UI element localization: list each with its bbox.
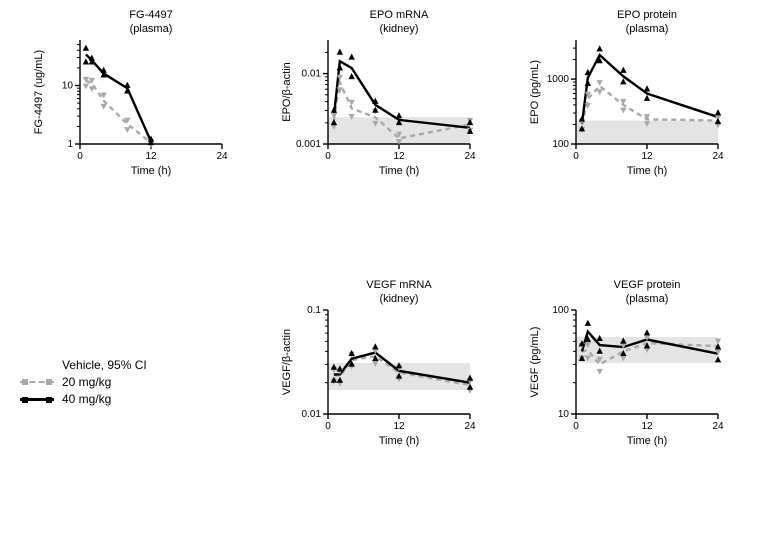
svg-text:EPO mRNA: EPO mRNA [370, 9, 429, 21]
svg-text:12: 12 [641, 151, 653, 162]
svg-text:0.1: 0.1 [307, 305, 321, 316]
svg-text:100: 100 [552, 139, 569, 150]
legend-item-40: 40 mg/kg [20, 392, 147, 406]
svg-text:0: 0 [325, 151, 331, 162]
panel-epo_mrna: 0 12 24 0.001 0.01 EPO mRNA (kidney) Time (h) EP… [276, 6, 476, 178]
legend-swatch-40 [20, 392, 54, 406]
legend-label-40: 40 mg/kg [62, 392, 111, 406]
legend-item-20: 20 mg/kg [20, 375, 147, 389]
svg-text:10: 10 [558, 409, 570, 420]
svg-text:EPO/β-actin: EPO/β-actin [281, 62, 293, 122]
legend-label-vehicle: Vehicle, 95% CI [62, 358, 147, 372]
panel-vegf_mrna: 0 12 24 0.01 0.1 VEGF mRNA (kidney) Time (h) VEG… [276, 276, 476, 448]
svg-text:1000: 1000 [547, 74, 570, 85]
svg-text:100: 100 [552, 305, 569, 316]
svg-text:(kidney): (kidney) [379, 23, 418, 35]
svg-text:(kidney): (kidney) [379, 293, 418, 305]
svg-text:10: 10 [62, 81, 74, 92]
svg-text:Time (h): Time (h) [131, 165, 172, 177]
panel-fg4497: 0 12 24 1 10 FG-4497 (plasma) Time (h) FG-4497 (… [28, 6, 228, 178]
svg-text:12: 12 [145, 151, 157, 162]
svg-text:24: 24 [712, 151, 724, 162]
svg-text:VEGF/β-actin: VEGF/β-actin [281, 329, 293, 395]
svg-text:(plasma): (plasma) [626, 23, 669, 35]
svg-text:(plasma): (plasma) [130, 23, 173, 35]
svg-text:12: 12 [641, 421, 653, 432]
svg-text:0: 0 [325, 421, 331, 432]
svg-text:24: 24 [464, 151, 476, 162]
svg-text:EPO (pg/mL): EPO (pg/mL) [529, 60, 541, 124]
svg-text:0: 0 [573, 151, 579, 162]
svg-text:FG-4497 (ug/mL): FG-4497 (ug/mL) [33, 50, 45, 134]
legend-swatch-vehicle [20, 358, 54, 372]
svg-text:Time (h): Time (h) [379, 165, 420, 177]
svg-text:VEGF mRNA: VEGF mRNA [366, 279, 432, 291]
svg-text:0: 0 [573, 421, 579, 432]
svg-text:24: 24 [712, 421, 724, 432]
svg-text:(plasma): (plasma) [626, 293, 669, 305]
legend: Vehicle, 95% CI 20 mg/kg 40 mg/kg [20, 355, 147, 409]
panel-epo_protein: 0 12 24 100 1000 EPO protein (plasma) Time (h) E… [524, 6, 724, 178]
legend-swatch-20 [20, 375, 54, 389]
svg-text:24: 24 [216, 151, 228, 162]
svg-text:1: 1 [67, 139, 73, 150]
svg-text:12: 12 [393, 151, 405, 162]
svg-text:FG-4497: FG-4497 [129, 9, 172, 21]
svg-text:12: 12 [393, 421, 405, 432]
svg-text:Time (h): Time (h) [379, 435, 420, 447]
svg-text:EPO protein: EPO protein [617, 9, 677, 21]
svg-text:Time (h): Time (h) [627, 165, 668, 177]
svg-text:0: 0 [77, 151, 83, 162]
svg-text:0.01: 0.01 [302, 69, 322, 80]
panel-vegf_protein: 0 12 24 10 100 VEGF protein (plasma) Time (h) VE… [524, 276, 724, 448]
legend-item-vehicle: Vehicle, 95% CI [20, 358, 147, 372]
svg-text:VEGF (pg/mL): VEGF (pg/mL) [529, 327, 541, 398]
svg-text:24: 24 [464, 421, 476, 432]
svg-text:0.001: 0.001 [296, 139, 321, 150]
legend-label-20: 20 mg/kg [62, 375, 111, 389]
svg-text:VEGF protein: VEGF protein [614, 279, 681, 291]
svg-text:Time (h): Time (h) [627, 435, 668, 447]
svg-text:0.01: 0.01 [302, 409, 322, 420]
